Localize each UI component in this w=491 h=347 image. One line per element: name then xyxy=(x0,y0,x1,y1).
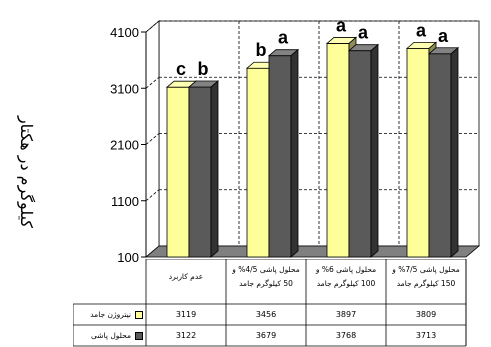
significance-letter: a xyxy=(438,26,449,46)
significance-letter: a xyxy=(416,20,427,40)
bar-side xyxy=(370,43,379,258)
category-label-line: 150 کیلوگرم جامد xyxy=(396,279,456,288)
bar-solid-nitrogen xyxy=(406,47,430,258)
category-label: محلول پاشی 4/5% و 50 کیلوگرم جامد xyxy=(226,263,306,291)
significance-letter: a xyxy=(336,15,347,35)
legend-key xyxy=(135,310,143,319)
y-tick-label: 1100 xyxy=(111,194,139,209)
table-value-cell: 3809 xyxy=(415,309,437,319)
legend-label: محلول پاشی xyxy=(91,330,131,340)
category-label-line: محلول پاشی 6% و xyxy=(315,265,377,274)
category-label: محلول پاشی 6% و 100 کیلوگرم جامد xyxy=(306,263,386,291)
gridline-side xyxy=(145,76,160,89)
y-tick-label: 4100 xyxy=(110,25,139,40)
bar-solid-nitrogen xyxy=(246,67,270,258)
bar-foliar-spray xyxy=(188,86,212,258)
category-label: عدم کاربرد xyxy=(146,270,226,284)
category-label-line: عدم کاربرد xyxy=(168,272,204,281)
table-lines xyxy=(73,259,467,347)
category-label-line: محلول پاشی 7/5% و xyxy=(392,265,460,274)
table-value-cell: 3679 xyxy=(255,330,277,340)
table-value-cell: 3897 xyxy=(335,309,357,319)
y-axis-label: کیلوگرم در هکتار xyxy=(17,115,36,229)
category-label-line: 50 کیلوگرم جامد xyxy=(239,279,293,288)
table-value-cell: 3456 xyxy=(255,309,277,319)
significance-letter: a xyxy=(278,28,289,48)
gridline-side xyxy=(145,189,160,202)
table-value-cell: 3122 xyxy=(175,330,197,340)
data-table: عدم کاربرد محلول پاشی 4/5% و 50 کیلوگرم جا… xyxy=(73,259,476,347)
bar-foliar-spray xyxy=(348,50,372,258)
bar-side xyxy=(450,46,459,258)
significance-letter: b xyxy=(256,40,267,60)
category-label-line: محلول پاشی 4/5% و xyxy=(232,265,300,274)
bar-foliar-spray xyxy=(268,55,292,258)
y-tick-label: 3100 xyxy=(110,81,139,96)
bar-side xyxy=(290,48,299,258)
bar-solid-nitrogen xyxy=(326,43,350,258)
gridline-side xyxy=(145,20,160,33)
y-tick-label: 100 xyxy=(117,250,139,265)
category-label: محلول پاشی 7/5% و 150 کیلوگرم جامد xyxy=(386,263,466,291)
side-wall xyxy=(145,20,160,258)
bar-solid-nitrogen xyxy=(166,86,190,258)
legend-key xyxy=(135,331,143,340)
significance-letter: a xyxy=(358,23,369,43)
y-tick-label: 2100 xyxy=(110,138,139,153)
significance-letter: b xyxy=(198,59,209,79)
category-label-line: 100 کیلوگرم جامد xyxy=(316,279,376,288)
table-value-cell: 3768 xyxy=(335,330,357,340)
legend-label: نیتروژن جامد xyxy=(90,309,131,319)
significance-letter: c xyxy=(176,59,186,79)
table-value-cell: 3119 xyxy=(175,309,197,319)
gridline-side xyxy=(145,133,160,145)
table-value-cell: 3713 xyxy=(415,330,437,340)
bar-foliar-spray xyxy=(428,53,452,258)
bar-side xyxy=(210,80,219,258)
